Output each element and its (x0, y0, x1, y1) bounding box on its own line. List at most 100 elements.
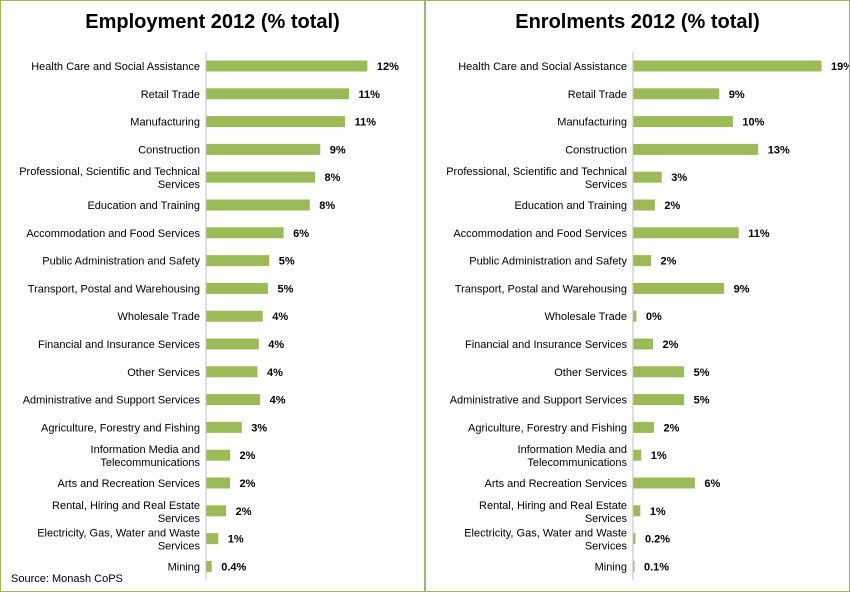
category-label-line: Transport, Postal and Warehousing (455, 283, 627, 295)
enrolments-chart-title: Enrolments 2012 (% total) (515, 11, 760, 33)
data-label: 2% (661, 256, 677, 268)
data-label: 9% (729, 89, 745, 101)
data-label: 8% (325, 172, 341, 184)
category-label: Agriculture, Forestry and Fishing (468, 422, 627, 434)
category-label: Manufacturing (557, 117, 627, 129)
bar (633, 282, 725, 294)
data-label: 0.4% (221, 561, 246, 573)
category-label-line: Other Services (554, 367, 627, 379)
category-label-line: Transport, Postal and Warehousing (28, 283, 200, 295)
category-label-line: Other Services (127, 367, 200, 379)
category-label-line: Services (585, 179, 628, 191)
category-label: Retail Trade (568, 89, 627, 101)
category-label: Construction (565, 144, 627, 156)
data-label: 1% (651, 450, 667, 462)
data-label: 3% (671, 172, 687, 184)
category-label: Other Services (554, 367, 627, 379)
bar (206, 116, 346, 128)
data-label: 2% (240, 450, 256, 462)
category-label-line: Arts and Recreation Services (58, 478, 201, 490)
category-label-line: Mining (168, 561, 200, 573)
data-label: 3% (251, 422, 267, 434)
bar (633, 533, 636, 545)
bar (633, 88, 720, 100)
bar (633, 338, 653, 350)
bar (633, 560, 635, 572)
bar (633, 310, 637, 322)
category-label: Professional, Scientific and Technical Se… (446, 166, 627, 191)
bar (206, 394, 261, 406)
data-label: 11% (355, 117, 377, 129)
category-label-line: Health Care and Social Assistance (458, 61, 627, 73)
bar (633, 421, 654, 433)
data-label: 5% (694, 367, 710, 379)
category-label: Rental, Hiring and Real Estate Services (52, 500, 200, 525)
bar (206, 449, 231, 461)
data-label: 0.1% (644, 561, 669, 573)
data-label: 5% (694, 395, 710, 407)
category-label-line: Accommodation and Food Services (453, 228, 627, 240)
category-label-line: Wholesale Trade (544, 311, 627, 323)
data-label: 13% (768, 144, 790, 156)
category-label: Electricity, Gas, Water and Waste Service… (464, 528, 627, 553)
category-label: Information Media and Telecommunications (518, 444, 628, 469)
data-label: 9% (734, 283, 750, 295)
bar (633, 449, 642, 461)
category-label-line: Information Media and (91, 444, 200, 456)
category-label-line: Services (158, 513, 201, 525)
data-label: 11% (748, 228, 770, 240)
data-label: 2% (664, 200, 680, 212)
data-label: 11% (359, 89, 381, 101)
bar (206, 171, 316, 183)
category-label: Accommodation and Food Services (26, 228, 200, 240)
bar (206, 366, 258, 378)
bar (633, 227, 739, 239)
category-label-line: Financial and Insurance Services (38, 339, 201, 351)
category-label-line: Financial and Insurance Services (465, 339, 628, 351)
data-label: 0% (646, 311, 662, 323)
data-label: 4% (267, 367, 283, 379)
category-label-line: Services (158, 179, 201, 191)
bar (633, 505, 641, 517)
bar (206, 143, 321, 155)
data-label: 12% (377, 61, 399, 73)
category-label-line: Administrative and Support Services (23, 395, 201, 407)
category-label-line: Electricity, Gas, Water and Waste (464, 528, 627, 540)
category-label-line: Services (585, 541, 628, 553)
bar (633, 255, 652, 267)
employment-chart-title: Employment 2012 (% total) (85, 11, 340, 33)
category-label-line: Agriculture, Forestry and Fishing (41, 422, 200, 434)
category-label-line: Health Care and Social Assistance (31, 61, 200, 73)
category-label: Manufacturing (130, 117, 200, 129)
category-label: Rental, Hiring and Real Estate Services (479, 500, 627, 525)
category-label-line: Manufacturing (557, 117, 627, 129)
category-label-line: Rental, Hiring and Real Estate (479, 500, 627, 512)
category-label: Administrative and Support Services (450, 395, 628, 407)
category-label: Electricity, Gas, Water and Waste Service… (37, 528, 200, 553)
category-label-line: Services (585, 513, 628, 525)
employment-chart: Health Care and Social Assistance 12% Reta… (19, 52, 399, 581)
data-label: 4% (272, 311, 288, 323)
source-note: Source: Monash CoPS (11, 573, 123, 585)
data-label: 9% (330, 144, 346, 156)
category-label: Arts and Recreation Services (58, 478, 201, 490)
bar (206, 560, 212, 572)
data-label: 6% (704, 478, 720, 490)
data-label: 4% (268, 339, 284, 351)
category-label-line: Retail Trade (141, 89, 200, 101)
bar (206, 199, 310, 211)
data-label: 10% (742, 117, 764, 129)
category-label-line: Public Administration and Safety (42, 256, 200, 268)
bar (206, 421, 242, 433)
category-label: Wholesale Trade (544, 311, 627, 323)
category-label-line: Administrative and Support Services (450, 395, 628, 407)
category-label: Wholesale Trade (117, 311, 200, 323)
data-label: 2% (663, 422, 679, 434)
category-label: Transport, Postal and Warehousing (28, 283, 200, 295)
category-label-line: Construction (565, 144, 627, 156)
category-label: Construction (138, 144, 200, 156)
category-label: Financial and Insurance Services (465, 339, 628, 351)
category-label: Health Care and Social Assistance (458, 61, 627, 73)
category-label: Accommodation and Food Services (453, 228, 627, 240)
category-label: Education and Training (514, 200, 627, 212)
